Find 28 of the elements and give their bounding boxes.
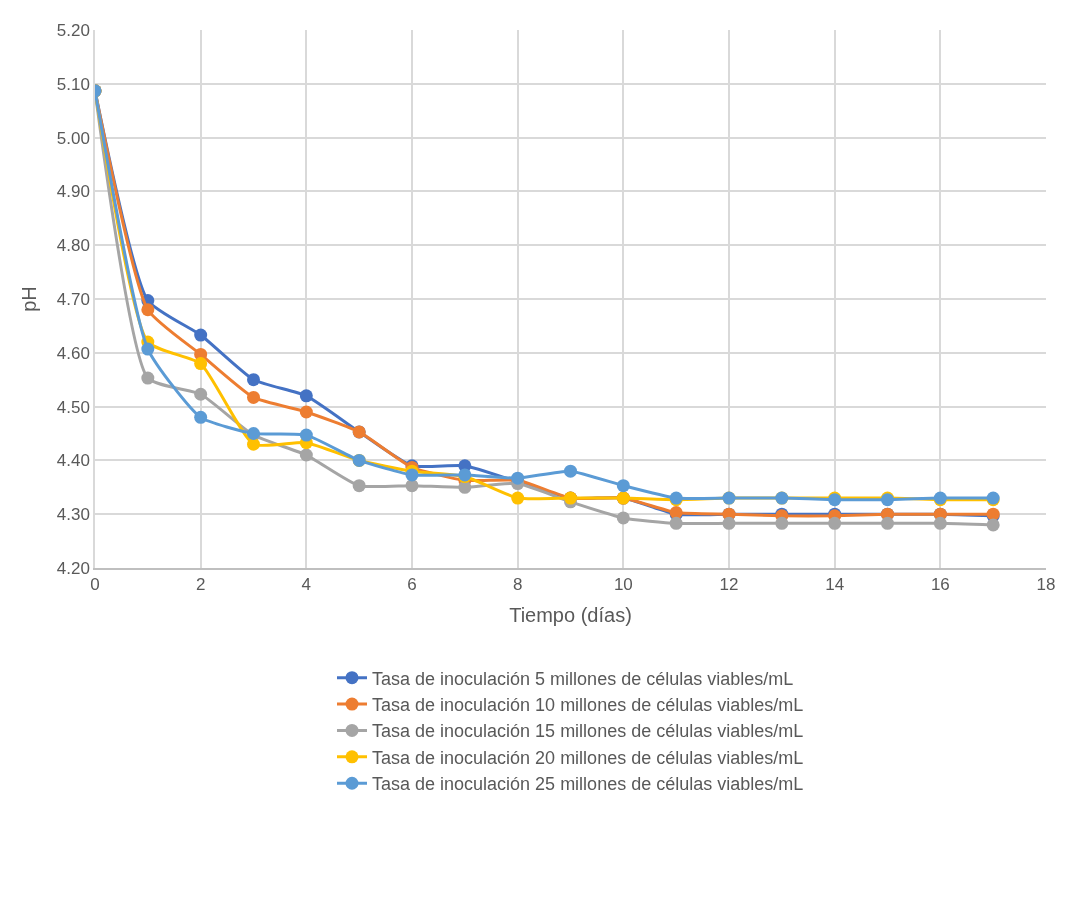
x-tick-label: 6 — [407, 575, 417, 595]
x-axis-title: Tiempo (días) — [509, 604, 632, 627]
legend-label: Tasa de inoculación 15 millones de células viables/mL — [372, 721, 804, 742]
y-tick-label: 4.80 — [56, 236, 90, 256]
y-tick-label: 4.30 — [56, 505, 90, 525]
y-tick-label: 4.20 — [56, 558, 90, 578]
x-tick-label: 14 — [825, 575, 845, 595]
legend-label: Tasa de inoculación 20 millones de células viables/mL — [372, 747, 804, 768]
y-axis-title: pH — [17, 286, 40, 312]
x-tick-label: 18 — [1036, 575, 1056, 595]
x-tick-label: 8 — [512, 575, 523, 595]
y-tick-label: 4.50 — [56, 397, 90, 417]
x-tick-label: 2 — [195, 575, 206, 595]
y-tick-label: 4.60 — [56, 343, 90, 363]
x-tick-label: 16 — [930, 575, 950, 595]
x-tick-label: 10 — [613, 575, 633, 595]
y-tick-label: 5.10 — [56, 74, 90, 94]
y-tick-label: 4.90 — [56, 182, 90, 202]
y-tick-label: 5.20 — [56, 20, 90, 40]
y-tick-label: 5.00 — [56, 128, 90, 148]
y-tick-label: 4.70 — [56, 289, 90, 309]
y-tick-label: 4.40 — [56, 451, 90, 471]
legend-label: Tasa de inoculación 25 millones de células viables/mL — [372, 774, 804, 795]
legend-label: Tasa de inoculación 10 millones de células viables/mL — [372, 695, 804, 716]
x-tick-label: 4 — [301, 575, 312, 595]
legend-label: Tasa de inoculación 5 millones de células viables/mL — [372, 668, 794, 689]
x-tick-label: 0 — [90, 575, 100, 595]
x-tick-label: 12 — [719, 575, 739, 595]
